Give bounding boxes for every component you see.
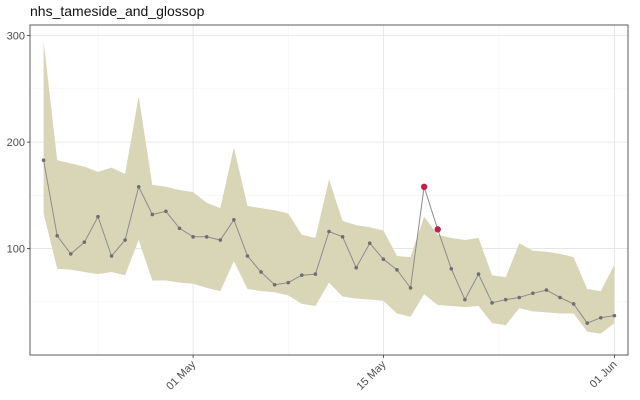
y-tick-label: 300 — [7, 31, 25, 43]
confidence-band — [43, 41, 615, 334]
data-point — [408, 286, 413, 290]
x-tick-label: 15 May — [354, 358, 388, 392]
data-point — [585, 321, 590, 325]
plot-border — [29, 24, 629, 356]
data-point — [531, 291, 535, 296]
data-point — [327, 229, 331, 234]
data-point — [164, 209, 168, 214]
data-point — [109, 254, 114, 258]
data-point — [150, 212, 155, 217]
data-point — [354, 265, 358, 270]
data-point — [300, 273, 304, 277]
data-point — [367, 241, 372, 246]
x-tick-label: 01 May — [164, 358, 198, 392]
data-point — [503, 297, 508, 302]
data-point — [517, 295, 522, 300]
data-point — [571, 302, 576, 306]
data-point — [218, 238, 223, 242]
data-point — [313, 272, 318, 276]
data-point — [55, 233, 59, 238]
data-point — [490, 301, 494, 305]
y-tick-label: 100 — [7, 244, 25, 256]
data-point — [245, 254, 250, 258]
data-point — [395, 268, 399, 272]
data-point — [177, 226, 182, 231]
data-point — [381, 257, 386, 261]
data-point — [259, 270, 263, 274]
y-tick-label: 200 — [7, 137, 25, 149]
data-point — [82, 240, 87, 244]
data-point — [476, 272, 481, 276]
data-point — [599, 315, 603, 320]
data-point — [136, 185, 141, 189]
data-point — [558, 295, 562, 300]
x-tick-label: 01 Jun — [588, 359, 620, 391]
data-point — [286, 280, 291, 285]
data-point — [544, 288, 549, 292]
data-point — [68, 252, 73, 256]
data-point — [232, 218, 236, 222]
data-point — [96, 214, 100, 219]
data-point — [204, 235, 209, 239]
chart-title: nhs_tameside_and_glossop — [30, 3, 205, 19]
data-points — [41, 158, 617, 325]
anomaly-point — [434, 226, 441, 233]
data-point — [449, 266, 454, 271]
data-point — [123, 238, 127, 242]
data-point — [41, 158, 46, 162]
data-point — [612, 313, 617, 318]
data-point — [272, 282, 277, 287]
data-point — [340, 235, 345, 239]
data-point — [191, 235, 195, 239]
anomaly-point — [420, 183, 428, 191]
data-point — [463, 297, 467, 302]
